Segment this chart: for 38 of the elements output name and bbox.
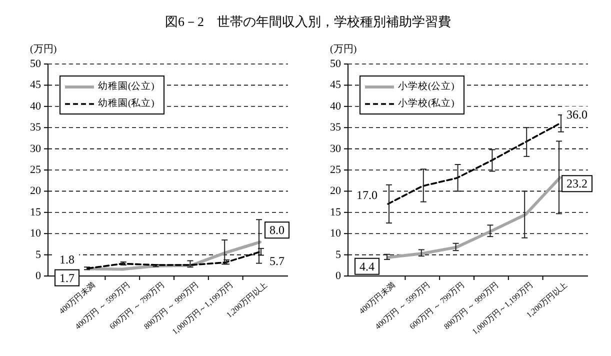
y-tick-label: 20 <box>330 185 342 198</box>
y-tick-label: 30 <box>330 142 342 155</box>
data-label: 8.0 <box>270 223 284 238</box>
data-label: 36.0 <box>566 107 588 122</box>
line-series <box>386 176 562 259</box>
y-tick-label: 45 <box>30 79 42 92</box>
y-tick-label: 25 <box>30 164 42 176</box>
data-label: 1.8 <box>60 252 74 266</box>
y-tick-label: 40 <box>30 100 42 112</box>
y-tick-label: 30 <box>30 142 42 155</box>
y-tick-label: 50 <box>30 58 42 70</box>
y-tick-label: 45 <box>330 79 342 92</box>
legend-label: 小学校(公立) <box>398 80 454 92</box>
chart-title: 図6－2 世帯の年間収入別，学校種別補助学習費 <box>165 14 451 29</box>
legend-label: 幼稚園(公立) <box>98 80 154 92</box>
y-tick-label: 20 <box>30 185 42 198</box>
y-tick-label: 35 <box>330 122 342 134</box>
y-tick-label: 10 <box>30 228 42 240</box>
data-label: 5.7 <box>270 254 284 268</box>
data-label: 17.0 <box>356 188 378 202</box>
legend-label: 幼稚園(私立) <box>98 97 154 109</box>
legend-label: 小学校(私立) <box>398 97 454 109</box>
y-axis-title: (万円) <box>30 44 57 55</box>
data-label: 23.2 <box>566 176 588 191</box>
y-tick-label: 0 <box>336 270 342 282</box>
data-label: 1.7 <box>60 270 74 285</box>
y-tick-label: 10 <box>330 228 342 240</box>
y-tick-label: 15 <box>30 206 42 218</box>
y-tick-label: 25 <box>330 164 342 176</box>
y-tick-label: 40 <box>330 100 342 112</box>
y-axis-title: (万円) <box>330 44 357 55</box>
y-tick-label: 0 <box>36 270 42 282</box>
data-label: 4.4 <box>360 259 374 274</box>
y-tick-label: 35 <box>30 122 42 134</box>
y-tick-label: 5 <box>36 248 42 261</box>
y-tick-label: 15 <box>330 206 342 218</box>
y-tick-label: 50 <box>330 58 342 70</box>
y-tick-label: 5 <box>336 248 342 261</box>
